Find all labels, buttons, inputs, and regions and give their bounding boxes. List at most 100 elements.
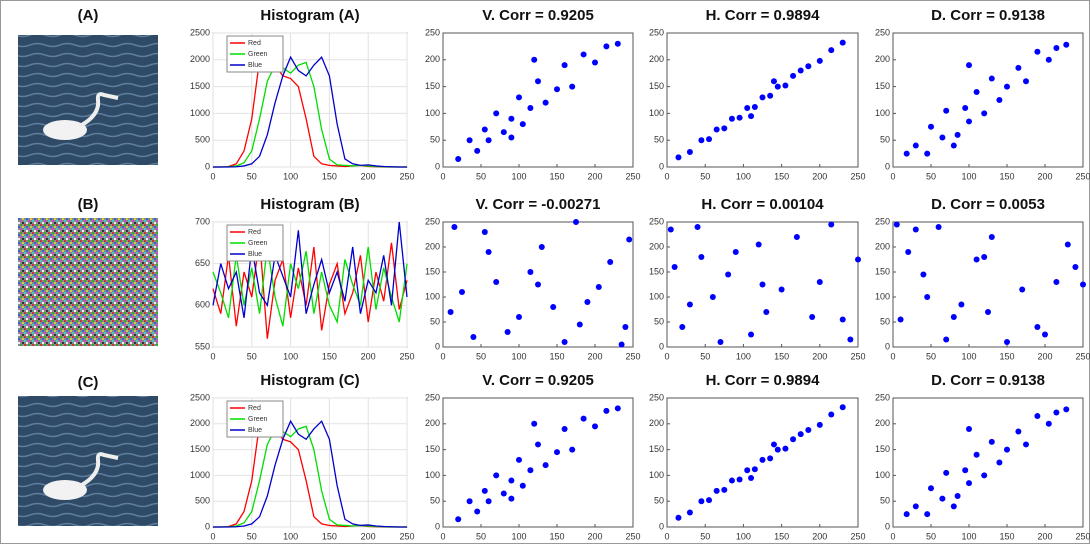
point bbox=[751, 103, 758, 110]
y-tick-label: 200 bbox=[425, 241, 440, 251]
point bbox=[782, 445, 789, 452]
point bbox=[847, 336, 854, 343]
point bbox=[755, 241, 762, 248]
point bbox=[1034, 324, 1041, 330]
point bbox=[531, 56, 538, 63]
y-tick-label: 600 bbox=[195, 300, 210, 310]
point bbox=[542, 462, 549, 469]
x-tick-label: 150 bbox=[774, 351, 789, 361]
x-tick-label: 100 bbox=[283, 531, 298, 541]
point bbox=[981, 472, 988, 479]
y-tick-label: 1500 bbox=[190, 81, 210, 91]
point bbox=[962, 105, 969, 112]
chart-title: Histogram (C) bbox=[260, 372, 359, 389]
legend-label: Red bbox=[248, 229, 261, 236]
point bbox=[527, 269, 534, 275]
y-tick-label: 0 bbox=[659, 161, 664, 171]
point bbox=[950, 142, 957, 149]
point bbox=[744, 105, 751, 112]
point bbox=[1004, 339, 1010, 345]
x-tick-label: 100 bbox=[961, 171, 976, 181]
point bbox=[855, 256, 861, 263]
y-tick-label: 50 bbox=[654, 496, 664, 506]
x-tick-label: 200 bbox=[812, 531, 827, 541]
point bbox=[728, 477, 735, 484]
line bbox=[212, 238, 408, 339]
x-tick-label: 250 bbox=[1075, 351, 1090, 361]
point bbox=[455, 516, 462, 523]
x-tick-label: 250 bbox=[625, 531, 640, 541]
y-tick-label: 150 bbox=[875, 266, 890, 276]
point bbox=[981, 254, 988, 260]
point bbox=[1015, 64, 1022, 71]
point bbox=[782, 82, 789, 89]
y-tick-label: 500 bbox=[195, 135, 210, 145]
point bbox=[535, 78, 541, 85]
y-tick-label: 50 bbox=[430, 135, 440, 145]
point bbox=[748, 331, 755, 338]
x-tick-label: 0 bbox=[210, 531, 215, 541]
point bbox=[481, 487, 488, 494]
y-tick-label: 1500 bbox=[190, 444, 210, 454]
chart-title: H. Corr = 0.00104 bbox=[701, 196, 824, 213]
y-tick-label: 100 bbox=[425, 291, 440, 301]
y-tick-label: 200 bbox=[425, 54, 440, 64]
point bbox=[508, 134, 515, 141]
point bbox=[474, 508, 481, 515]
line bbox=[213, 419, 407, 528]
point bbox=[966, 118, 972, 125]
point bbox=[671, 264, 678, 270]
point bbox=[554, 86, 560, 93]
x-tick-label: 250 bbox=[1075, 531, 1090, 541]
y-tick-label: 0 bbox=[435, 521, 440, 531]
point bbox=[805, 426, 812, 433]
point bbox=[485, 498, 492, 505]
point bbox=[679, 324, 686, 330]
legend-label: Green bbox=[248, 51, 268, 58]
point bbox=[759, 94, 766, 101]
point bbox=[516, 456, 522, 463]
y-tick-label: 1000 bbox=[190, 470, 210, 480]
point bbox=[996, 97, 1003, 103]
y-tick-label: 0 bbox=[435, 161, 440, 171]
point bbox=[584, 299, 591, 305]
x-tick-label: 100 bbox=[511, 351, 526, 361]
point bbox=[828, 411, 835, 418]
point bbox=[474, 147, 481, 154]
point bbox=[763, 309, 770, 315]
point bbox=[508, 477, 515, 484]
y-tick-label: 200 bbox=[875, 54, 890, 64]
y-tick-label: 200 bbox=[649, 418, 664, 428]
point bbox=[519, 482, 526, 489]
x-tick-label: 100 bbox=[736, 171, 751, 181]
y-tick-label: 150 bbox=[875, 81, 890, 91]
x-tick-label: 0 bbox=[890, 171, 895, 181]
y-tick-label: 50 bbox=[654, 135, 664, 145]
x-tick-label: 200 bbox=[587, 351, 602, 361]
y-tick-label: 0 bbox=[885, 521, 890, 531]
point bbox=[1063, 41, 1070, 48]
y-tick-label: 100 bbox=[875, 470, 890, 480]
point bbox=[698, 137, 705, 144]
x-tick-label: 150 bbox=[999, 351, 1014, 361]
point bbox=[603, 407, 610, 414]
y-tick-label: 50 bbox=[880, 316, 890, 326]
point bbox=[455, 155, 462, 162]
y-tick-label: 2000 bbox=[190, 54, 210, 64]
legend-label: Blue bbox=[248, 62, 262, 69]
point bbox=[790, 436, 797, 443]
point bbox=[675, 514, 682, 521]
x-tick-label: 150 bbox=[774, 531, 789, 541]
point bbox=[698, 498, 705, 505]
point bbox=[466, 498, 473, 505]
point bbox=[966, 62, 972, 69]
point bbox=[713, 126, 720, 133]
point bbox=[903, 150, 910, 157]
point bbox=[759, 456, 766, 463]
point bbox=[839, 39, 846, 46]
point bbox=[709, 294, 716, 300]
x-tick-label: 0 bbox=[440, 351, 445, 361]
x-tick-label: 50 bbox=[926, 531, 936, 541]
x-tick-label: 200 bbox=[812, 351, 827, 361]
x-tick-label: 0 bbox=[890, 351, 895, 361]
